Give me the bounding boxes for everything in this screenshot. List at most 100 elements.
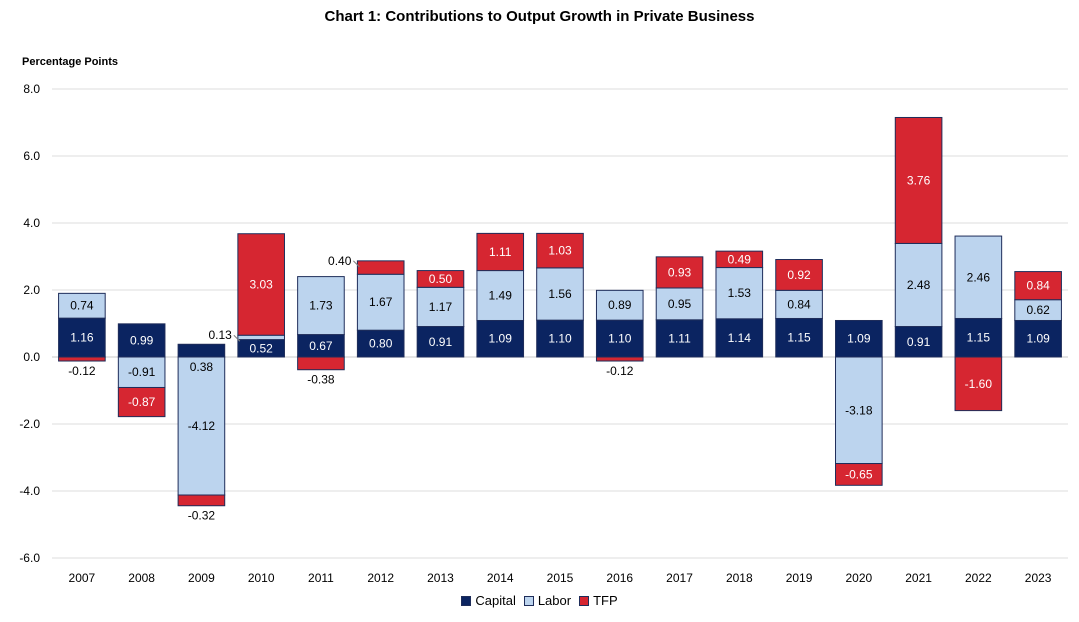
bar-labor [117, 356, 166, 388]
y-tick-label: 8.0 [23, 82, 40, 96]
data-label: -0.12 [68, 364, 96, 378]
data-label: 1.56 [548, 287, 572, 301]
y-tick-label: 6.0 [23, 149, 40, 163]
y-tick-label: 0.0 [23, 350, 40, 364]
data-label: -4.12 [188, 419, 216, 433]
data-label: -0.38 [307, 373, 335, 387]
data-label: 0.49 [728, 252, 752, 266]
data-label: 0.84 [1026, 279, 1050, 293]
bar-capital [835, 319, 883, 358]
data-label: 0.38 [190, 360, 214, 374]
legend-label: Capital [475, 593, 516, 608]
data-label: 1.11 [668, 331, 691, 345]
legend-swatch [523, 595, 534, 606]
data-label: 1.03 [548, 244, 572, 258]
bar-tfp [536, 232, 584, 269]
bar-tfp [954, 356, 1003, 412]
data-label: -3.18 [845, 403, 873, 417]
x-tick-label: 2007 [69, 571, 96, 585]
y-tick-label: 2.0 [23, 283, 40, 297]
legend-swatch [579, 595, 590, 606]
bar-labor [476, 270, 525, 321]
x-tick-label: 2013 [427, 571, 454, 585]
x-tick-label: 2017 [666, 571, 693, 585]
bar-capital [177, 343, 226, 358]
x-tick-label: 2011 [308, 571, 334, 585]
data-label: 0.80 [369, 337, 393, 351]
bar-labor [775, 289, 823, 319]
bar-labor [297, 276, 345, 336]
label-leader [233, 334, 241, 342]
data-label: 0.62 [1026, 303, 1050, 317]
bar-labor [58, 292, 106, 319]
bar-capital [416, 326, 465, 358]
bar-labor [237, 334, 285, 341]
data-label: 0.91 [907, 335, 931, 349]
bar-tfp [655, 256, 704, 289]
data-label: 1.14 [728, 331, 752, 345]
bar-tfp [476, 232, 525, 272]
data-label: 2.46 [967, 270, 991, 284]
data-label: 3.76 [907, 173, 931, 187]
x-tick-label: 2018 [726, 571, 753, 585]
x-tick-label: 2014 [487, 571, 514, 585]
y-tick-label: -6.0 [19, 551, 40, 565]
data-label: 0.95 [668, 297, 692, 311]
bar-tfp [894, 116, 943, 244]
bar-tfp [595, 356, 644, 362]
y-axis-label: Percentage Points [22, 56, 118, 68]
y-tick-label: 4.0 [23, 216, 40, 230]
bar-tfp [1014, 271, 1062, 301]
bar-tfp [416, 270, 465, 288]
legend-item-tfp: TFP [579, 593, 618, 608]
x-tick-label: 2016 [606, 571, 633, 585]
data-label: -0.12 [606, 364, 634, 378]
data-label: -0.32 [188, 509, 216, 523]
bar-capital [476, 319, 525, 358]
data-label: 1.67 [369, 295, 393, 309]
bar-capital [715, 318, 764, 358]
bar-labor [416, 286, 465, 328]
bar-labor [835, 356, 883, 465]
data-label: -0.91 [128, 365, 156, 379]
legend-item-labor: Labor [523, 593, 571, 608]
bar-tfp [356, 260, 405, 275]
x-tick-label: 2009 [188, 571, 215, 585]
bar-capital [356, 329, 405, 358]
data-label: 0.93 [668, 265, 692, 279]
data-label: 0.40 [328, 254, 352, 268]
x-tick-label: 2008 [128, 571, 155, 585]
legend: Capital Labor TFP [0, 593, 1079, 609]
bar-tfp [117, 386, 166, 418]
x-tick-label: 2012 [367, 571, 394, 585]
data-label: 0.52 [249, 341, 273, 355]
legend-swatch [461, 595, 472, 606]
x-tick-label: 2022 [965, 571, 992, 585]
data-label: 2.48 [907, 278, 931, 292]
data-label: 1.15 [967, 331, 991, 345]
data-label: 0.92 [787, 268, 811, 282]
bar-tfp [58, 356, 106, 362]
bar-capital [954, 317, 1003, 358]
bar-tfp [715, 250, 764, 269]
bar-capital [1014, 319, 1062, 358]
bar-capital [775, 317, 823, 358]
bar-labor [595, 289, 644, 321]
data-label: 0.89 [608, 298, 632, 312]
bar-labor [954, 235, 1003, 319]
x-tick-label: 2020 [845, 571, 872, 585]
x-tick-label: 2015 [547, 571, 574, 585]
data-label: 1.17 [429, 300, 453, 314]
legend-label: TFP [593, 593, 618, 608]
plot-area: 8.0 6.0 4.0 2.0 0.0 -2.0 -4.0 -6.0 1.16 0.74 -0.12… [19, 82, 1068, 585]
bar-tfp [237, 233, 285, 336]
data-label: 0.84 [787, 297, 811, 311]
bar-labor [177, 356, 226, 496]
bar-tfp [297, 356, 345, 371]
x-tick-label: 2021 [905, 571, 932, 585]
data-label: 1.10 [608, 332, 632, 346]
bar-labor [715, 267, 764, 320]
label-leader [353, 260, 360, 268]
x-tick-label: 2023 [1025, 571, 1052, 585]
